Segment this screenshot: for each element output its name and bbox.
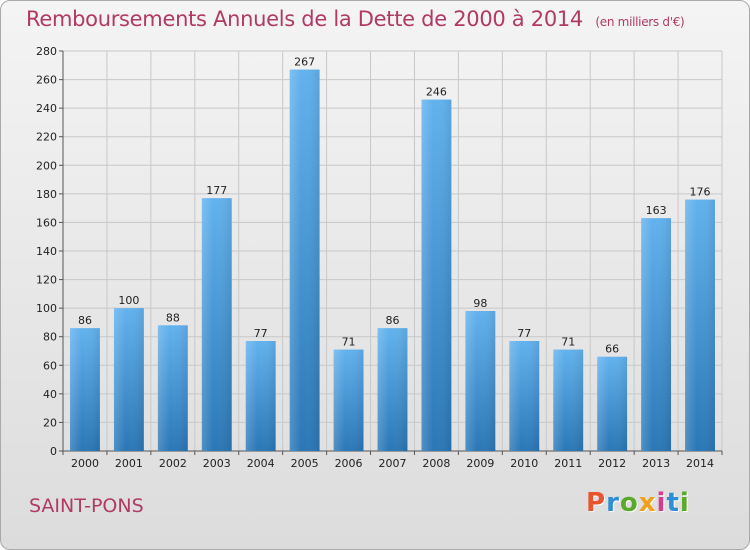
- logo-letter: i: [656, 488, 667, 518]
- value-label: 77: [254, 327, 268, 340]
- bar-shading: [289, 69, 320, 452]
- x-tick-label: 2010: [510, 457, 538, 470]
- value-label: 66: [605, 343, 619, 356]
- chart-subtitle: (en milliers d'€): [595, 15, 685, 29]
- bar-shading: [201, 198, 232, 451]
- commune-name: SAINT-PONS: [29, 495, 144, 517]
- logo-letter: t: [666, 488, 680, 518]
- bars: [70, 69, 715, 452]
- y-tick-label: 80: [43, 331, 57, 344]
- chart-title-line: Remboursements Annuels de la Dette de 20…: [26, 7, 685, 31]
- logo-letter: o: [619, 488, 639, 518]
- bar-shading: [685, 199, 715, 451]
- y-tick-label: 100: [36, 302, 57, 315]
- bar-shading: [421, 99, 452, 452]
- x-tick-label: 2014: [686, 457, 714, 470]
- bar-shading: [641, 218, 672, 451]
- x-tick-label: 2004: [247, 457, 275, 470]
- y-tick-label: 180: [36, 188, 57, 201]
- value-label: 88: [166, 311, 180, 324]
- value-label: 98: [473, 297, 487, 310]
- y-tick-label: 220: [36, 131, 57, 144]
- y-tick-label: 200: [36, 159, 57, 172]
- bar-shading: [597, 356, 628, 451]
- bar-shading: [157, 325, 188, 451]
- value-label: 71: [342, 336, 356, 349]
- x-tick-label: 2008: [422, 457, 450, 470]
- bar-shading: [553, 349, 584, 451]
- bar-shading: [113, 308, 144, 451]
- y-tick-label: 40: [43, 388, 57, 401]
- value-label: 246: [426, 86, 447, 99]
- logo-letter: P: [586, 488, 607, 518]
- x-tick-label: 2005: [291, 457, 319, 470]
- y-tick-label: 60: [43, 359, 57, 372]
- x-tick-label: 2001: [115, 457, 143, 470]
- bar-shading: [465, 311, 496, 451]
- value-label: 86: [78, 314, 92, 327]
- x-tick-label: 2011: [554, 457, 582, 470]
- proxiti-logo: Proxiti: [586, 488, 690, 518]
- y-tick-label: 260: [36, 74, 57, 87]
- x-tick-label: 2002: [159, 457, 187, 470]
- value-label: 86: [386, 314, 400, 327]
- y-tick-label: 160: [36, 216, 57, 229]
- value-label: 100: [118, 294, 139, 307]
- value-label: 163: [646, 204, 667, 217]
- y-tick-label: 0: [50, 445, 57, 458]
- bar-shading: [70, 328, 100, 451]
- x-tick-label: 2006: [335, 457, 363, 470]
- x-tick-label: 2013: [642, 457, 670, 470]
- x-tick-label: 2012: [598, 457, 626, 470]
- logo-letter: x: [638, 488, 657, 518]
- x-tick-label: 2007: [379, 457, 407, 470]
- value-label: 77: [517, 327, 531, 340]
- value-label: 177: [206, 184, 227, 197]
- chart-title: Remboursements Annuels de la Dette de 20…: [26, 7, 583, 31]
- y-tick-label: 20: [43, 416, 57, 429]
- bar-shading: [377, 328, 408, 451]
- logo-letter: i: [679, 488, 690, 518]
- x-tick-label: 2009: [466, 457, 494, 470]
- bar-shading: [245, 341, 276, 451]
- bar-shading: [333, 349, 364, 451]
- y-tick-label: 120: [36, 274, 57, 287]
- value-label: 176: [690, 186, 711, 199]
- logo-letter: r: [606, 488, 620, 518]
- bar-shading: [509, 341, 540, 451]
- y-tick-label: 140: [36, 245, 57, 258]
- x-tick-label: 2000: [71, 457, 99, 470]
- y-tick-label: 280: [36, 45, 57, 58]
- value-label: 71: [561, 336, 575, 349]
- labels: 0 20 40 60 80 100 120 140 160 180 200 220 240 260 280 8…: [36, 45, 714, 470]
- value-label: 267: [294, 56, 315, 69]
- y-tick-label: 240: [36, 102, 57, 115]
- x-tick-label: 2003: [203, 457, 231, 470]
